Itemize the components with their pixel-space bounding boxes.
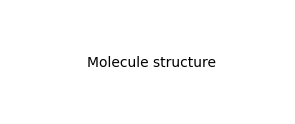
Text: Molecule structure: Molecule structure [87, 56, 216, 70]
